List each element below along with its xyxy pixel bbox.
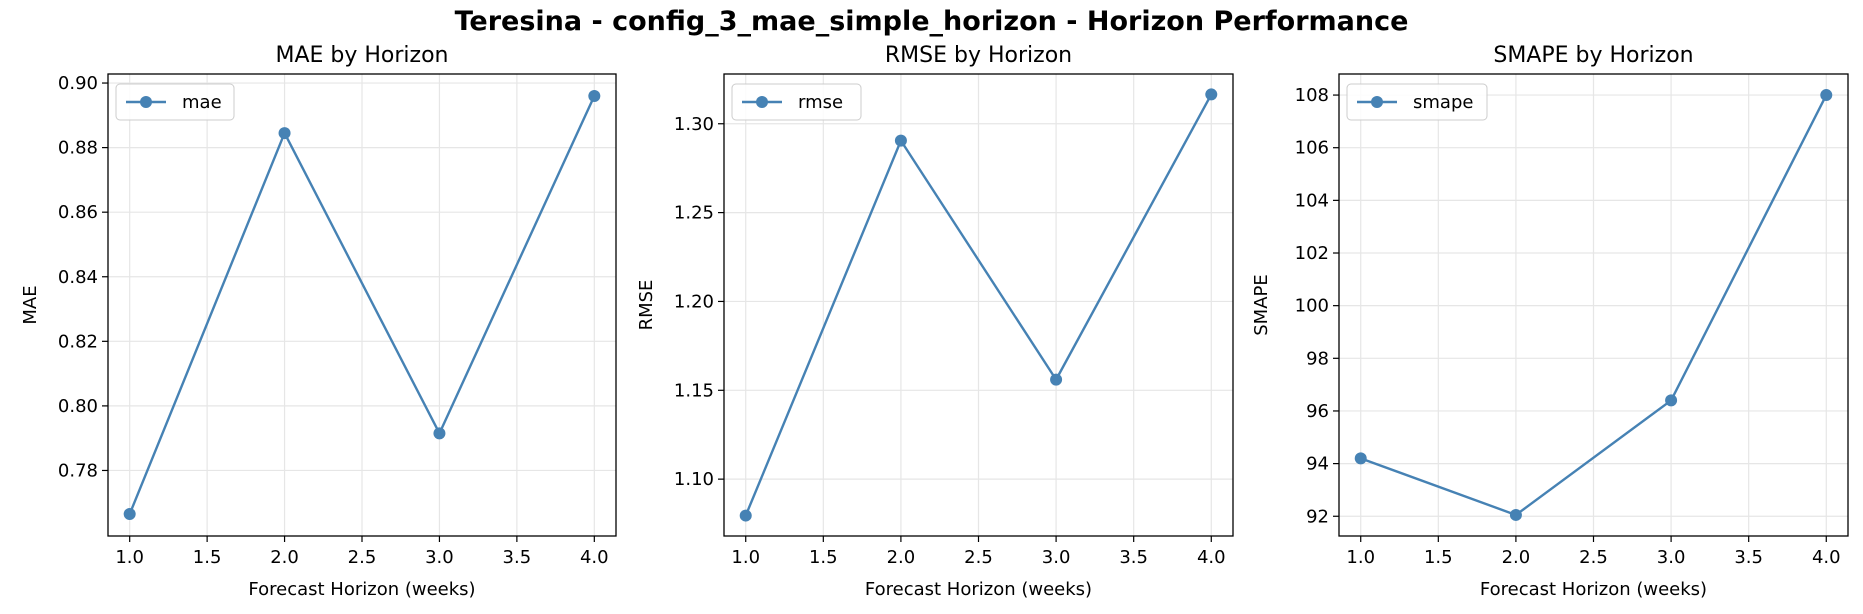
smape-y-axis-label: SMAPE [1251,274,1272,336]
smape-legend: smape [1346,83,1488,121]
x-tick-label: 1.0 [1346,547,1375,568]
y-tick-label: 100 [1295,296,1329,317]
mae-data-point [123,508,136,521]
smape-series-line [1360,94,1828,517]
x-tick-label: 3.5 [1734,547,1763,568]
y-tick-label: 98 [1306,348,1329,369]
x-tick-label: 2.0 [1502,547,1531,568]
x-tick-label: 1.0 [115,547,144,568]
y-tick-label: 0.88 [58,138,98,159]
legend-label: rmse [798,92,843,113]
legend-marker-swatch [756,96,768,108]
y-tick-label: 0.82 [58,331,98,352]
mae-data-point [433,427,446,440]
mae-series-line [128,95,596,515]
legend-marker-swatch [140,96,152,108]
y-tick-label: 0.86 [58,202,98,223]
rmse-grid [724,74,1233,536]
rmse-x-axis-label: Forecast Horizon (weeks) [865,579,1092,600]
rmse-data-point [894,134,907,147]
x-tick-label: 3.0 [425,547,454,568]
legend-label: smape [1413,92,1473,113]
smape-data-point [1354,452,1367,465]
x-tick-label: 2.5 [348,547,377,568]
x-tick-label: 1.5 [809,547,838,568]
mae-data-point [588,89,601,102]
x-tick-label: 2.5 [1579,547,1608,568]
y-tick-label: 1.25 [674,203,714,224]
x-tick-label: 4.0 [1812,547,1841,568]
rmse-data-point [739,509,752,522]
rmse-legend: rmse [731,83,862,121]
x-tick-label: 2.0 [887,547,916,568]
smape-grid [1339,74,1848,536]
smape-axes-frame [1338,73,1849,537]
smape-chart-title: SMAPE by Horizon [1493,43,1693,68]
mae-x-axis-label: Forecast Horizon (weeks) [248,579,475,600]
legend-box [731,83,862,121]
y-tick-label: 0.90 [58,73,98,94]
y-tick-label: 0.78 [58,460,98,481]
y-tick-label: 0.80 [58,396,98,417]
smape-data-point [1509,508,1522,521]
figure-title: Teresina - config_3_mae_simple_horizon -… [454,6,1409,37]
x-tick-label: 1.5 [1424,547,1453,568]
x-tick-label: 1.5 [193,547,222,568]
x-tick-label: 3.0 [1657,547,1686,568]
mae-data-point [278,127,291,140]
x-tick-label: 3.5 [503,547,532,568]
legend-marker-swatch [1371,96,1383,108]
mae-grid [108,74,616,536]
rmse-data-point [1205,88,1218,101]
x-tick-label: 4.0 [580,547,609,568]
y-tick-label: 96 [1306,401,1329,422]
smape-x-axis-label: Forecast Horizon (weeks) [1480,579,1707,600]
y-tick-label: 108 [1295,85,1329,106]
x-tick-label: 3.5 [1119,547,1148,568]
mae-axes-frame [107,73,617,537]
mae-y-axis-label: MAE [20,285,41,324]
x-tick-label: 2.5 [964,547,993,568]
y-tick-label: 94 [1306,454,1329,475]
y-tick-label: 1.15 [674,380,714,401]
mae-chart-title: MAE by Horizon [275,43,448,68]
y-tick-label: 1.20 [674,291,714,312]
rmse-chart-title: RMSE by Horizon [885,43,1072,68]
smape-data-point [1665,394,1678,407]
smape-data-point [1820,89,1833,102]
y-tick-label: 104 [1295,190,1329,211]
rmse-axes-frame [723,73,1234,537]
mae-legend: mae [115,83,235,121]
x-tick-label: 1.0 [731,547,760,568]
x-tick-label: 4.0 [1197,547,1226,568]
legend-box [115,83,235,121]
y-tick-label: 1.10 [674,469,714,490]
y-tick-label: 1.30 [674,114,714,135]
x-tick-label: 2.0 [270,547,299,568]
rmse-data-point [1050,373,1063,386]
x-tick-label: 3.0 [1042,547,1071,568]
y-tick-label: 102 [1295,243,1329,264]
y-tick-label: 92 [1306,506,1329,527]
rmse-series-line [744,93,1213,517]
legend-box [1346,83,1488,121]
y-tick-label: 106 [1295,138,1329,159]
legend-label: mae [182,92,222,113]
y-tick-label: 0.84 [58,267,98,288]
rmse-y-axis-label: RMSE [636,280,657,331]
